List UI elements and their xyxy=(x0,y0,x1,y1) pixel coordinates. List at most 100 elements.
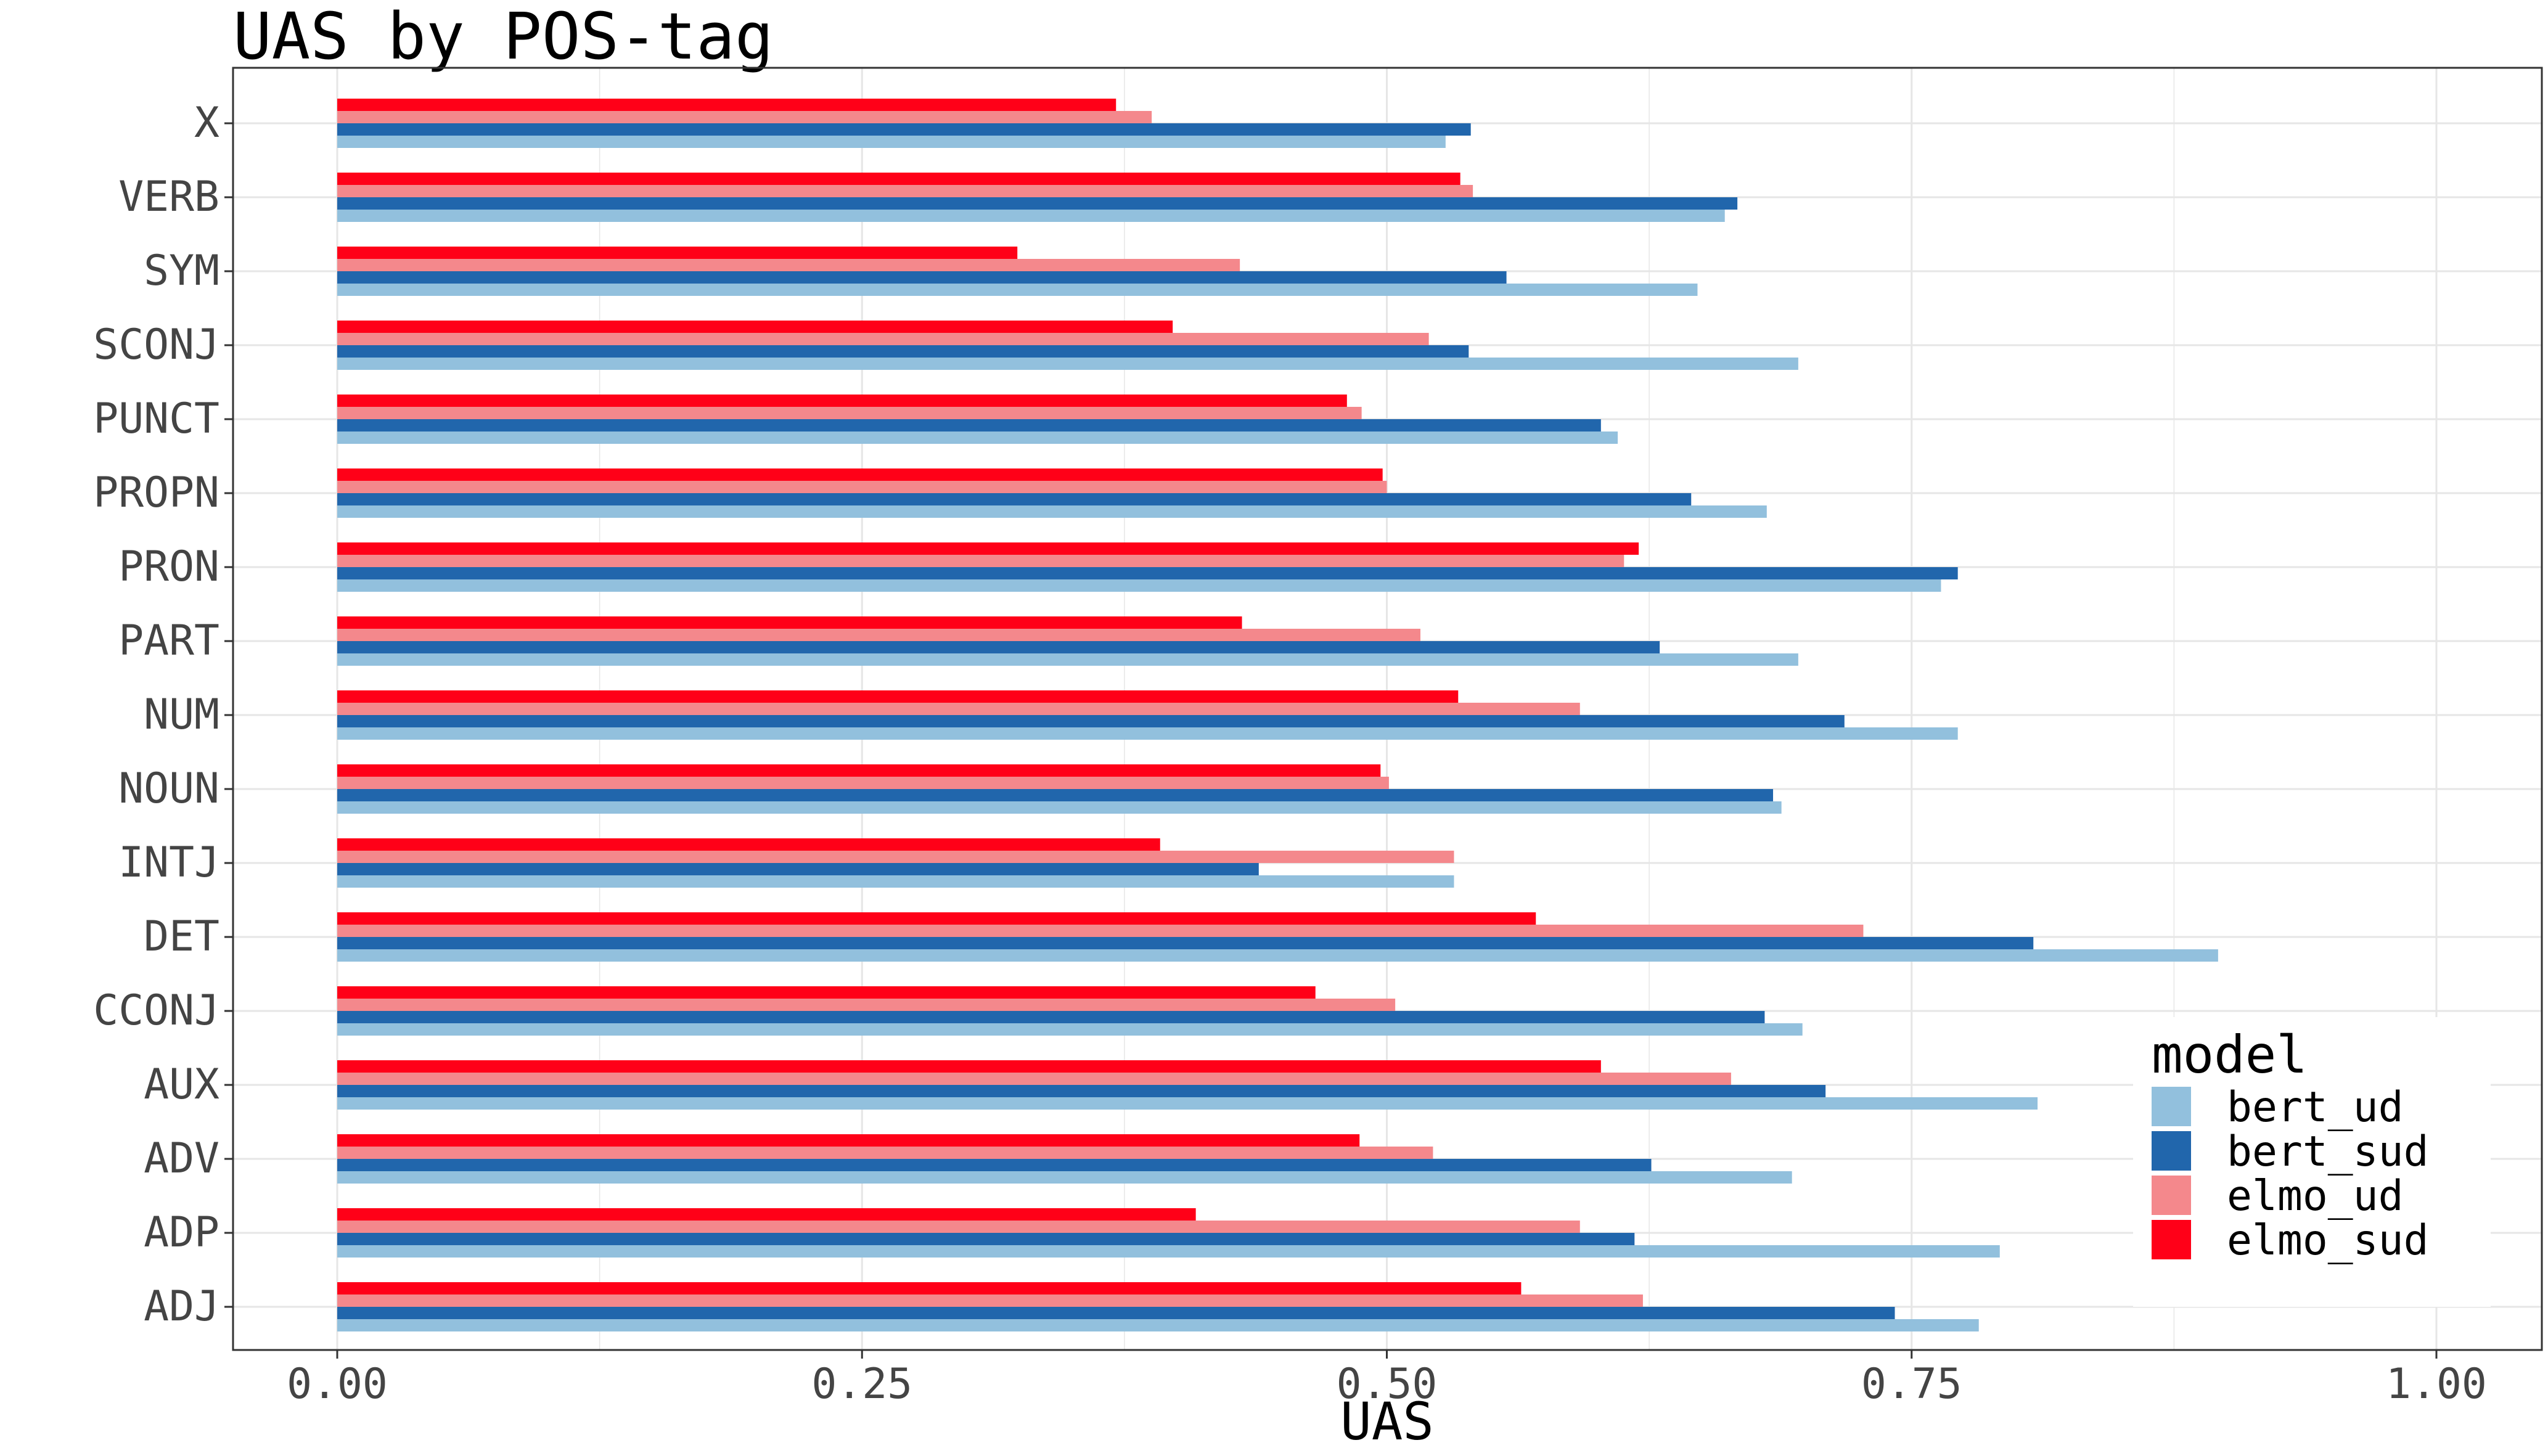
bar-bert_ud-PROPN xyxy=(337,505,1767,518)
bar-elmo_ud-X xyxy=(337,111,1152,123)
y-tick-label: SCONJ xyxy=(93,321,219,369)
bar-elmo_sud-AUX xyxy=(337,1060,1601,1073)
bar-bert_sud-INTJ xyxy=(337,863,1259,875)
bar-bert_ud-PUNCT xyxy=(337,431,1618,444)
y-tick-label: VERB xyxy=(118,173,219,221)
bar-bert_sud-DET xyxy=(337,937,2034,949)
x-axis-tick-labels: 0.00 0.25 0.50 0.75 1.00 xyxy=(287,1350,2487,1409)
bar-bert_ud-SYM xyxy=(337,284,1698,296)
bar-bert_sud-PART xyxy=(337,641,1660,653)
bar-bert_sud-PRON xyxy=(337,567,1958,579)
y-tick-label: SYM xyxy=(144,247,219,295)
y-tick-label: ADP xyxy=(144,1208,219,1257)
bar-elmo_sud-CCONJ xyxy=(337,986,1316,999)
legend-swatch-elmo_ud xyxy=(2152,1176,2191,1215)
bar-bert_sud-VERB xyxy=(337,197,1738,210)
y-tick-label: CCONJ xyxy=(93,986,219,1035)
bar-elmo_sud-NOUN xyxy=(337,764,1381,777)
x-tick-label: 0.75 xyxy=(1861,1360,1962,1409)
y-tick-label: PART xyxy=(118,616,219,665)
bar-bert_ud-ADJ xyxy=(337,1319,1979,1331)
bar-bert_ud-X xyxy=(337,136,1446,148)
bar-elmo_sud-SYM xyxy=(337,247,1018,259)
x-tick-label: 0.50 xyxy=(1337,1360,1438,1409)
bar-bert_ud-NOUN xyxy=(337,801,1782,814)
legend-swatch-bert_sud xyxy=(2152,1131,2191,1171)
bar-bert_sud-SCONJ xyxy=(337,345,1469,358)
bar-elmo_ud-DET xyxy=(337,925,1864,937)
y-tick-label: DET xyxy=(144,912,219,961)
x-tick-label: 0.25 xyxy=(811,1360,912,1409)
bar-bert_ud-ADV xyxy=(337,1171,1792,1184)
legend-label-elmo_sud: elmo_sud xyxy=(2227,1216,2429,1265)
y-tick-label: INTJ xyxy=(118,838,219,887)
bar-bert_ud-AUX xyxy=(337,1097,2038,1110)
bar-elmo_sud-INTJ xyxy=(337,838,1160,851)
bar-elmo_ud-PRON xyxy=(337,555,1624,567)
y-tick-label: X xyxy=(194,99,219,147)
bar-elmo_ud-PROPN xyxy=(337,481,1387,493)
bar-bert_ud-SCONJ xyxy=(337,358,1798,370)
bar-elmo_sud-VERB xyxy=(337,173,1460,185)
bar-elmo_sud-PRON xyxy=(337,542,1639,555)
y-tick-label: NOUN xyxy=(118,764,219,813)
bar-elmo_sud-ADJ xyxy=(337,1282,1522,1294)
bar-elmo_ud-ADV xyxy=(337,1147,1433,1159)
x-tick-label: 1.00 xyxy=(2386,1360,2487,1409)
bar-bert_ud-NUM xyxy=(337,727,1958,740)
x-axis-title: UAS xyxy=(1340,1391,1434,1452)
bar-elmo_sud-PUNCT xyxy=(337,395,1347,407)
bar-elmo_sud-NUM xyxy=(337,690,1459,703)
bar-bert_sud-X xyxy=(337,123,1471,136)
bar-bert_sud-AUX xyxy=(337,1085,1826,1097)
bar-elmo_ud-PUNCT xyxy=(337,407,1362,419)
bar-elmo_ud-AUX xyxy=(337,1073,1731,1085)
bar-bert_ud-ADP xyxy=(337,1245,2000,1258)
bar-elmo_ud-ADJ xyxy=(337,1294,1643,1307)
bars xyxy=(337,99,2218,1331)
bar-elmo_sud-X xyxy=(337,99,1116,111)
y-axis-tick-labels: X VERB SYM SCONJ PUNCT PROPN PRON PART NUM NOUN IN… xyxy=(93,99,233,1331)
bar-bert_ud-PRON xyxy=(337,579,1941,592)
bar-elmo_sud-SCONJ xyxy=(337,321,1173,333)
bar-elmo_ud-ADP xyxy=(337,1221,1580,1233)
bar-elmo_ud-INTJ xyxy=(337,851,1454,863)
chart-title: UAS by POS-tag xyxy=(233,0,774,74)
bar-bert_ud-CCONJ xyxy=(337,1023,1803,1036)
y-tick-label: AUX xyxy=(144,1060,219,1109)
bar-bert_sud-ADV xyxy=(337,1159,1652,1171)
bar-elmo_ud-SYM xyxy=(337,259,1240,271)
y-tick-label: NUM xyxy=(144,690,219,739)
bar-bert_ud-INTJ xyxy=(337,875,1454,888)
bar-elmo_ud-CCONJ xyxy=(337,999,1396,1011)
y-tick-label: PUNCT xyxy=(93,395,219,443)
x-tick-label: 0.00 xyxy=(287,1360,388,1409)
bar-bert_sud-PUNCT xyxy=(337,419,1601,431)
bar-bert_sud-SYM xyxy=(337,271,1507,284)
bar-bert_sud-NOUN xyxy=(337,789,1774,801)
y-tick-label: PRON xyxy=(118,542,219,591)
bar-bert_sud-ADJ xyxy=(337,1307,1895,1319)
bar-elmo_ud-NUM xyxy=(337,703,1580,715)
bar-elmo_ud-SCONJ xyxy=(337,333,1429,345)
bar-bert_sud-ADP xyxy=(337,1233,1635,1245)
bar-elmo_ud-NOUN xyxy=(337,777,1389,789)
legend-label-elmo_ud: elmo_ud xyxy=(2227,1172,2404,1221)
bar-bert_ud-PART xyxy=(337,653,1798,666)
bar-elmo_ud-VERB xyxy=(337,185,1473,197)
bar-bert_sud-CCONJ xyxy=(337,1011,1765,1023)
legend-background xyxy=(2133,1017,2491,1307)
legend-label-bert_sud: bert_sud xyxy=(2227,1127,2429,1176)
y-tick-label: ADJ xyxy=(144,1282,219,1331)
bar-elmo_sud-ADV xyxy=(337,1134,1360,1147)
bar-elmo_ud-PART xyxy=(337,629,1420,641)
bar-bert_sud-PROPN xyxy=(337,493,1692,505)
bar-elmo_sud-DET xyxy=(337,912,1536,925)
legend-title: model xyxy=(2152,1025,2308,1085)
bar-bert_ud-VERB xyxy=(337,210,1725,222)
bar-elmo_sud-PROPN xyxy=(337,468,1383,481)
y-tick-label: PROPN xyxy=(93,468,219,517)
bar-bert_ud-DET xyxy=(337,949,2218,962)
